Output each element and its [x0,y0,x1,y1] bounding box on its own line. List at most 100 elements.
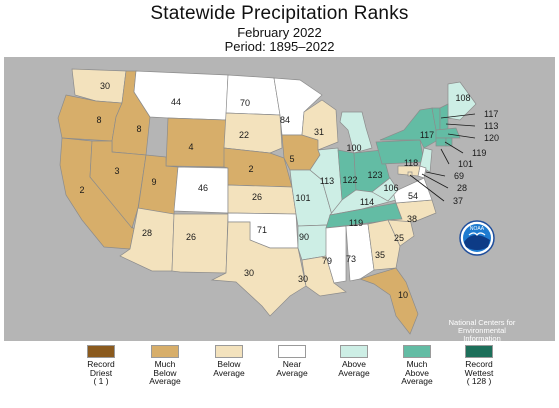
state-rank-mo: 101 [295,193,310,203]
state-rank-ca: 2 [79,185,84,195]
legend-label-line: Below [217,359,241,369]
legend-label-line: Above [404,367,430,378]
state-rank-sd: 22 [239,130,249,140]
callout-leader-line [425,171,446,177]
state-rank-co: 46 [198,183,208,193]
state-rank-la: 30 [298,274,308,284]
state-rank-ut: 9 [151,177,156,187]
callout-leader-line [409,174,445,202]
map-subtitle-month: February 2022 [237,25,322,40]
callout-leader-line [421,173,449,189]
legend-swatch [87,345,115,358]
callout-rank-label: 119 [472,148,486,158]
state-rank-mt: 44 [171,97,181,107]
state-mt [133,70,229,121]
noaa-caption-line-3: Information [463,334,501,344]
state-rank-il: 113 [320,176,334,186]
legend-label-line: ( 128 ) [466,376,492,387]
map-title: Statewide Precipitation Ranks [150,3,409,24]
legend-label-line: Wettest [464,367,494,378]
state-rank-tx: 30 [244,268,254,278]
callout-rank-label: 101 [458,159,473,169]
legend-item-much-above: Much Above Average [377,345,457,386]
noaa-logo-wave [464,234,490,250]
legend-label-line: Above [341,359,367,369]
state-rank-id: 8 [136,124,141,134]
legend-swatch [278,345,306,358]
state-rank-nm: 26 [186,232,196,242]
callout-leader-line [440,113,476,119]
legend-label-line: Average [213,367,245,378]
noaa-caption-line-2: Environmental [458,326,506,336]
map-subtitle-period: Period: 1895–2022 [224,39,335,54]
legend-label: Much Below Average [125,360,205,386]
state-rank-va: 54 [408,191,418,201]
callout-rank-label: 37 [453,196,463,206]
legend-label-line: Below [153,367,177,378]
callout-leader-line [440,148,450,165]
map-panel: 30 8 2 8 3 44 4 9 28 46 26 70 22 2 26 71 30 84 5 101 90 30 31 1… [4,57,555,351]
state-rank-nc: 38 [407,214,417,224]
state-md [397,165,421,177]
state-rank-mn: 84 [280,115,290,125]
legend-label: Below Average [189,360,269,377]
state-nj [419,147,433,173]
state-rank-pa: 118 [404,158,418,168]
legend-swatch [340,345,368,358]
callout-leader-line [444,141,464,154]
legend-label-line: Near [282,359,302,369]
legend-item-record-driest: Record Driest( 1 ) [61,345,141,386]
legend-item-much-below: Much Below Average [125,345,205,386]
state-rank-nv: 3 [114,166,119,176]
state-rank-ia: 5 [289,154,294,164]
legend-item-below: Below Average [189,345,269,377]
legend-swatch [403,345,431,358]
callout-rank-label: 28 [457,183,467,193]
legend-item-near: Near Average [252,345,332,377]
legend-label-line: Average [401,376,433,387]
legend-label-line: Average [149,376,181,387]
noaa-logo-text: NOAA [470,226,485,232]
legend-label: Record Driest( 1 ) [61,360,141,386]
state-rank-sc: 25 [394,233,404,243]
legend-label-line: Average [276,367,308,378]
state-rank-mi: 100 [346,143,361,153]
state-rank-me: 108 [455,93,470,103]
state-rank-fl: 10 [398,290,408,300]
state-rank-in: 122 [342,175,357,185]
state-ne [223,147,293,188]
state-rank-wi: 31 [314,127,324,137]
legend-label-line: Much [154,359,176,369]
state-mi [339,111,373,154]
legend-label: Near Average [252,360,332,377]
us-precip-map: 3082834449284626702222671308451019030311… [57,68,499,335]
state-wv [371,177,399,202]
legend-swatch [215,345,243,358]
state-rank-ar: 90 [299,232,309,242]
state-rank-ky: 114 [360,197,374,207]
state-tx [210,221,307,317]
state-ma [435,127,461,139]
legend-label-line: ( 1 ) [93,376,109,387]
state-sd [223,112,283,154]
legend-swatch [151,345,179,358]
callout-rank-label: 120 [484,133,499,143]
state-rank-ok: 71 [257,225,267,235]
state-dc [407,171,413,177]
state-rank-ny: 117 [420,130,434,140]
state-nm [171,213,229,274]
state-rank-ms: 79 [322,256,332,266]
state-rank-or: 8 [96,115,101,125]
state-ms [325,225,347,284]
legend-label-line: Average [338,367,370,378]
state-rank-az: 28 [142,228,152,238]
callout-rank-label: 113 [484,121,498,131]
legend-label-line: Record [465,359,493,369]
noaa-caption-line-1: National Centers for [448,318,516,327]
noaa-logo-gull [468,232,486,236]
legend-item-record-wettest: Record Wettest( 128 ) [439,345,519,386]
legend-label-line: Driest [89,367,113,378]
callout-leader-line [445,123,476,127]
state-wy [165,117,227,168]
legend-swatch [465,345,493,358]
